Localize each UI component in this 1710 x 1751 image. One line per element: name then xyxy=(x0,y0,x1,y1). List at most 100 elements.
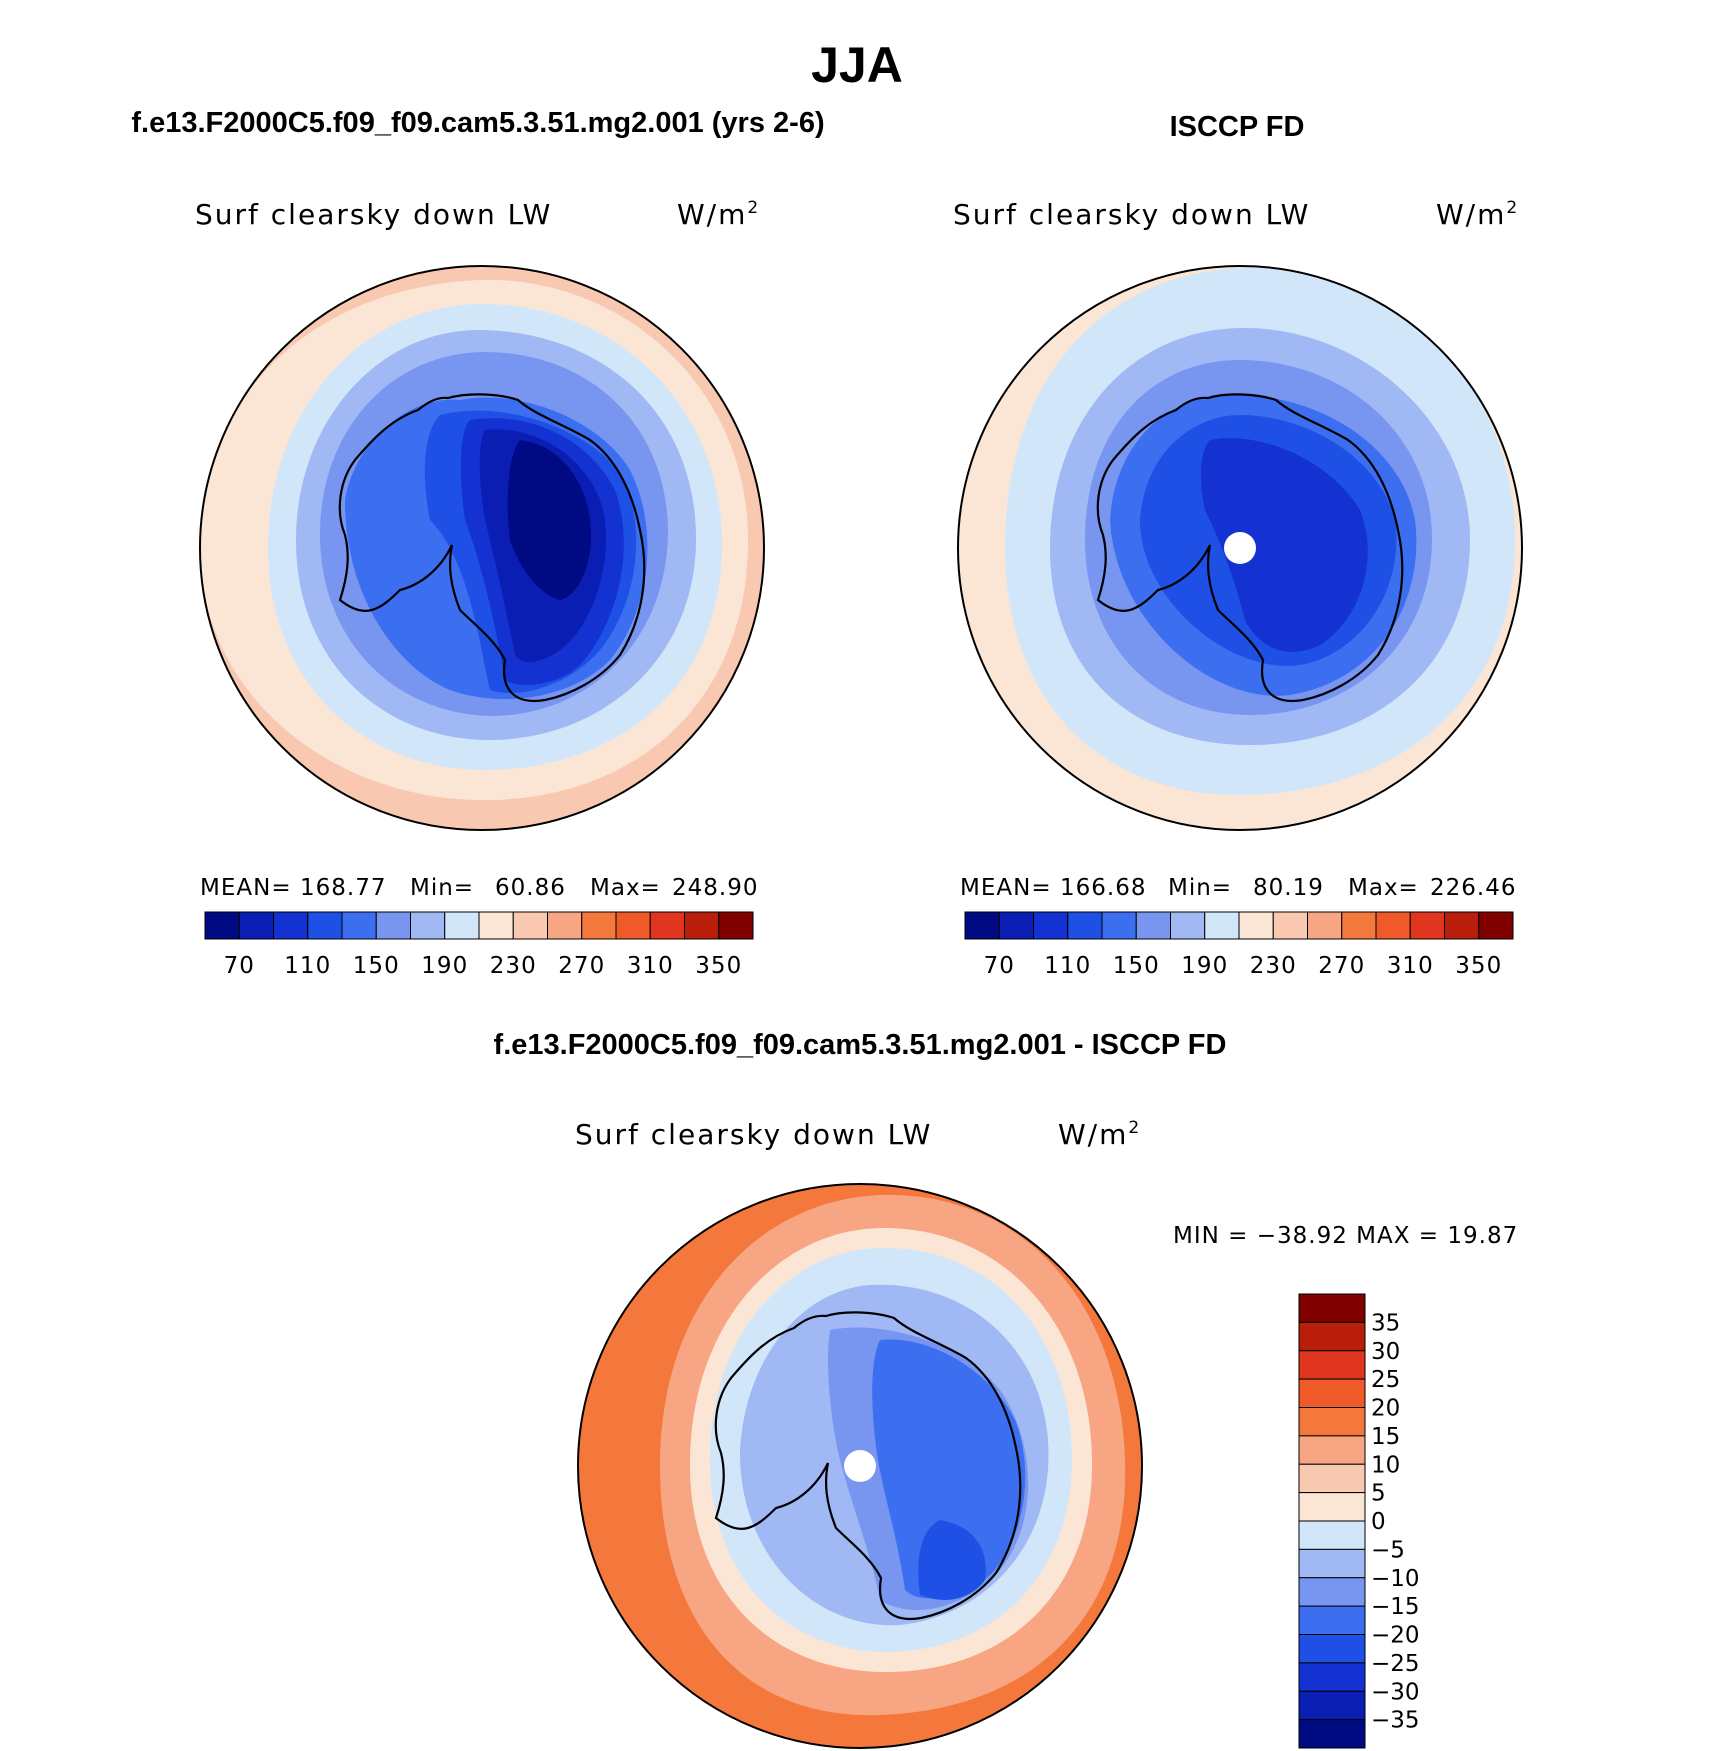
panel-diff-colorbar-tick-label: −20 xyxy=(1371,1623,1420,1649)
panel-obs-colorbar-tick-label: 350 xyxy=(1455,953,1502,979)
panel-model-colorbar-tick-label: 70 xyxy=(224,953,255,979)
panel-diff-colorbar-box xyxy=(1298,1634,1366,1664)
panel-diff-colorbar-tick-label: 35 xyxy=(1371,1310,1400,1336)
panel-model-colorbar-tick-label: 310 xyxy=(627,953,674,979)
panel-obs-colorbar-box xyxy=(1341,911,1377,940)
panel-obs-colorbar-box xyxy=(1444,911,1480,940)
panel-diff-header: f.e13.F2000C5.f09_f09.cam5.3.51.mg2.001 … xyxy=(494,1029,1227,1061)
panel-diff-colorbar-tick-label: 10 xyxy=(1371,1452,1400,1478)
panel-diff-colorbar-box xyxy=(1298,1719,1366,1749)
panel-diff-colorbar-tick-label: −5 xyxy=(1371,1537,1405,1563)
panel-model-colorbar-box xyxy=(581,911,617,940)
panel-diff-colorbar-tick-label: −30 xyxy=(1371,1679,1420,1705)
panel-obs-min: 80.19 xyxy=(1253,875,1324,901)
panel-diff-colorbar-box xyxy=(1298,1293,1366,1323)
panel-diff-colorbar-box xyxy=(1298,1378,1366,1408)
panel-obs-stats: MEAN= 166.68 Min= 80.19 Max= 226.46 xyxy=(960,875,1516,901)
panel-diff-colorbar-tick-label: 25 xyxy=(1371,1367,1400,1393)
panel-diff-colorbar-box xyxy=(1298,1350,1366,1380)
panel-model-colorbar-box xyxy=(410,911,446,940)
panel-diff-colorbar-tick-label: 0 xyxy=(1371,1509,1386,1535)
panel-obs-max-label: Max= xyxy=(1348,875,1419,901)
panel-diff-colorbar-tick-label: 5 xyxy=(1371,1481,1386,1507)
panel-model-contours xyxy=(200,266,764,830)
panel-model-colorbar-box xyxy=(444,911,480,940)
panel-obs-colorbar-box xyxy=(1101,911,1137,940)
panel-model-colorbar-tick-label: 270 xyxy=(558,953,605,979)
panel-obs-colorbar-box xyxy=(1170,911,1206,940)
panel-diff-colorbar-box xyxy=(1298,1321,1366,1352)
panel-diff-pole-hole xyxy=(844,1450,876,1482)
panel-diff-colorbar-tick-label: −15 xyxy=(1371,1594,1420,1620)
panel-diff-contours xyxy=(578,1184,1142,1748)
panel-obs-colorbar: 70 110 150 190 230 270 310 350 xyxy=(964,911,1514,979)
panel-diff-map-border xyxy=(577,1183,1143,1749)
panel-diff-colorbar-box xyxy=(1298,1662,1366,1692)
panel-model-min-label: Min= xyxy=(410,875,474,901)
panel-obs-colorbar-box xyxy=(1272,911,1308,940)
panel-obs-colorbar-box xyxy=(1238,911,1274,940)
panel-obs-map-border xyxy=(957,265,1523,831)
panel-obs-colorbar-box xyxy=(1135,911,1171,940)
panel-model-header: f.e13.F2000C5.f09_f09.cam5.3.51.mg2.001 … xyxy=(131,107,824,139)
panel-obs-colorbar-tick-label: 110 xyxy=(1044,953,1091,979)
panel-obs-mean: 166.68 xyxy=(1060,875,1146,901)
panel-model-colorbar-box xyxy=(684,911,720,940)
panel-obs-colorbar-tick-label: 70 xyxy=(984,953,1015,979)
panel-model-colorbar-box xyxy=(238,911,274,940)
panel-model-colorbar-box xyxy=(547,911,583,940)
panel-obs-colorbar-tick-label: 310 xyxy=(1387,953,1434,979)
panel-diff-colorbar-box xyxy=(1298,1435,1366,1465)
panel-model-colorbar-box xyxy=(204,911,240,940)
panel-obs: ISCCP FD Surf clearsky down LW W/m2 MEAN… xyxy=(953,111,1523,979)
panel-diff-colorbar-tick-label: 30 xyxy=(1371,1339,1400,1365)
panel-obs-colorbar-box xyxy=(1478,911,1514,940)
panel-obs-colorbar-tick-label: 270 xyxy=(1318,953,1365,979)
panel-diff-variable: Surf clearsky down LW xyxy=(575,1118,932,1151)
panel-model-colorbar-box xyxy=(649,911,685,940)
panel-obs-colorbar-box xyxy=(964,911,1000,940)
panel-model-colorbar-tick-label: 190 xyxy=(421,953,468,979)
panel-diff-colorbar-box xyxy=(1298,1407,1366,1437)
panel-model-mean-label: MEAN= xyxy=(200,875,292,901)
panel-obs-colorbar-box xyxy=(1033,911,1069,940)
panel-model-coastline xyxy=(338,393,646,703)
panel-diff-colorbar-box xyxy=(1298,1577,1366,1607)
panel-obs-mean-label: MEAN= xyxy=(960,875,1052,901)
panel-diff-colorbar-tick-label: 15 xyxy=(1371,1424,1400,1450)
panel-obs-colorbar-tick-label: 150 xyxy=(1113,953,1160,979)
panel-model-colorbar-box xyxy=(307,911,343,940)
panel-model-min: 60.86 xyxy=(495,875,566,901)
panel-model-colorbar-tick-label: 230 xyxy=(490,953,537,979)
panel-diff-colorbar-box xyxy=(1298,1463,1366,1494)
panel-obs-contours xyxy=(958,266,1522,830)
panel-model-colorbar-box xyxy=(512,911,548,940)
panel-model-map-border xyxy=(199,265,765,831)
panel-obs-level xyxy=(1200,438,1368,652)
panel-diff-colorbar-tick-label: −35 xyxy=(1371,1708,1420,1734)
panel-model-max: 248.90 xyxy=(672,875,758,901)
panel-diff-colorbar-tick-label: −10 xyxy=(1371,1566,1420,1592)
panel-obs-min-label: Min= xyxy=(1168,875,1232,901)
panel-diff-stats: MIN = −38.92 MAX = 19.87 xyxy=(1173,1223,1518,1249)
panel-model-colorbar-box xyxy=(273,911,309,940)
panel-model: f.e13.F2000C5.f09_f09.cam5.3.51.mg2.001 … xyxy=(131,107,824,979)
panel-obs-units: W/m2 xyxy=(1436,198,1519,231)
panel-obs-max: 226.46 xyxy=(1430,875,1516,901)
panel-diff-colorbar-box xyxy=(1298,1520,1366,1550)
panel-model-colorbar: 70 110 150 190 230 270 310 350 xyxy=(204,911,754,979)
panel-model-mean: 168.77 xyxy=(300,875,386,901)
panel-obs-colorbar-box xyxy=(1409,911,1445,940)
panel-diff-colorbar-tick-label: 20 xyxy=(1371,1396,1400,1422)
panel-model-colorbar-tick-label: 110 xyxy=(284,953,331,979)
panel-obs-variable: Surf clearsky down LW xyxy=(953,198,1310,231)
panel-obs-colorbar-box xyxy=(998,911,1034,940)
panel-model-colorbar-tick-label: 150 xyxy=(353,953,400,979)
panel-diff: f.e13.F2000C5.f09_f09.cam5.3.51.mg2.001 … xyxy=(494,1029,1518,1749)
panel-diff-units: W/m2 xyxy=(1058,1118,1141,1151)
panel-model-max-label: Max= xyxy=(590,875,661,901)
panel-diff-colorbar-tick-label: −25 xyxy=(1371,1651,1420,1677)
panel-model-colorbar-tick-label: 350 xyxy=(695,953,742,979)
